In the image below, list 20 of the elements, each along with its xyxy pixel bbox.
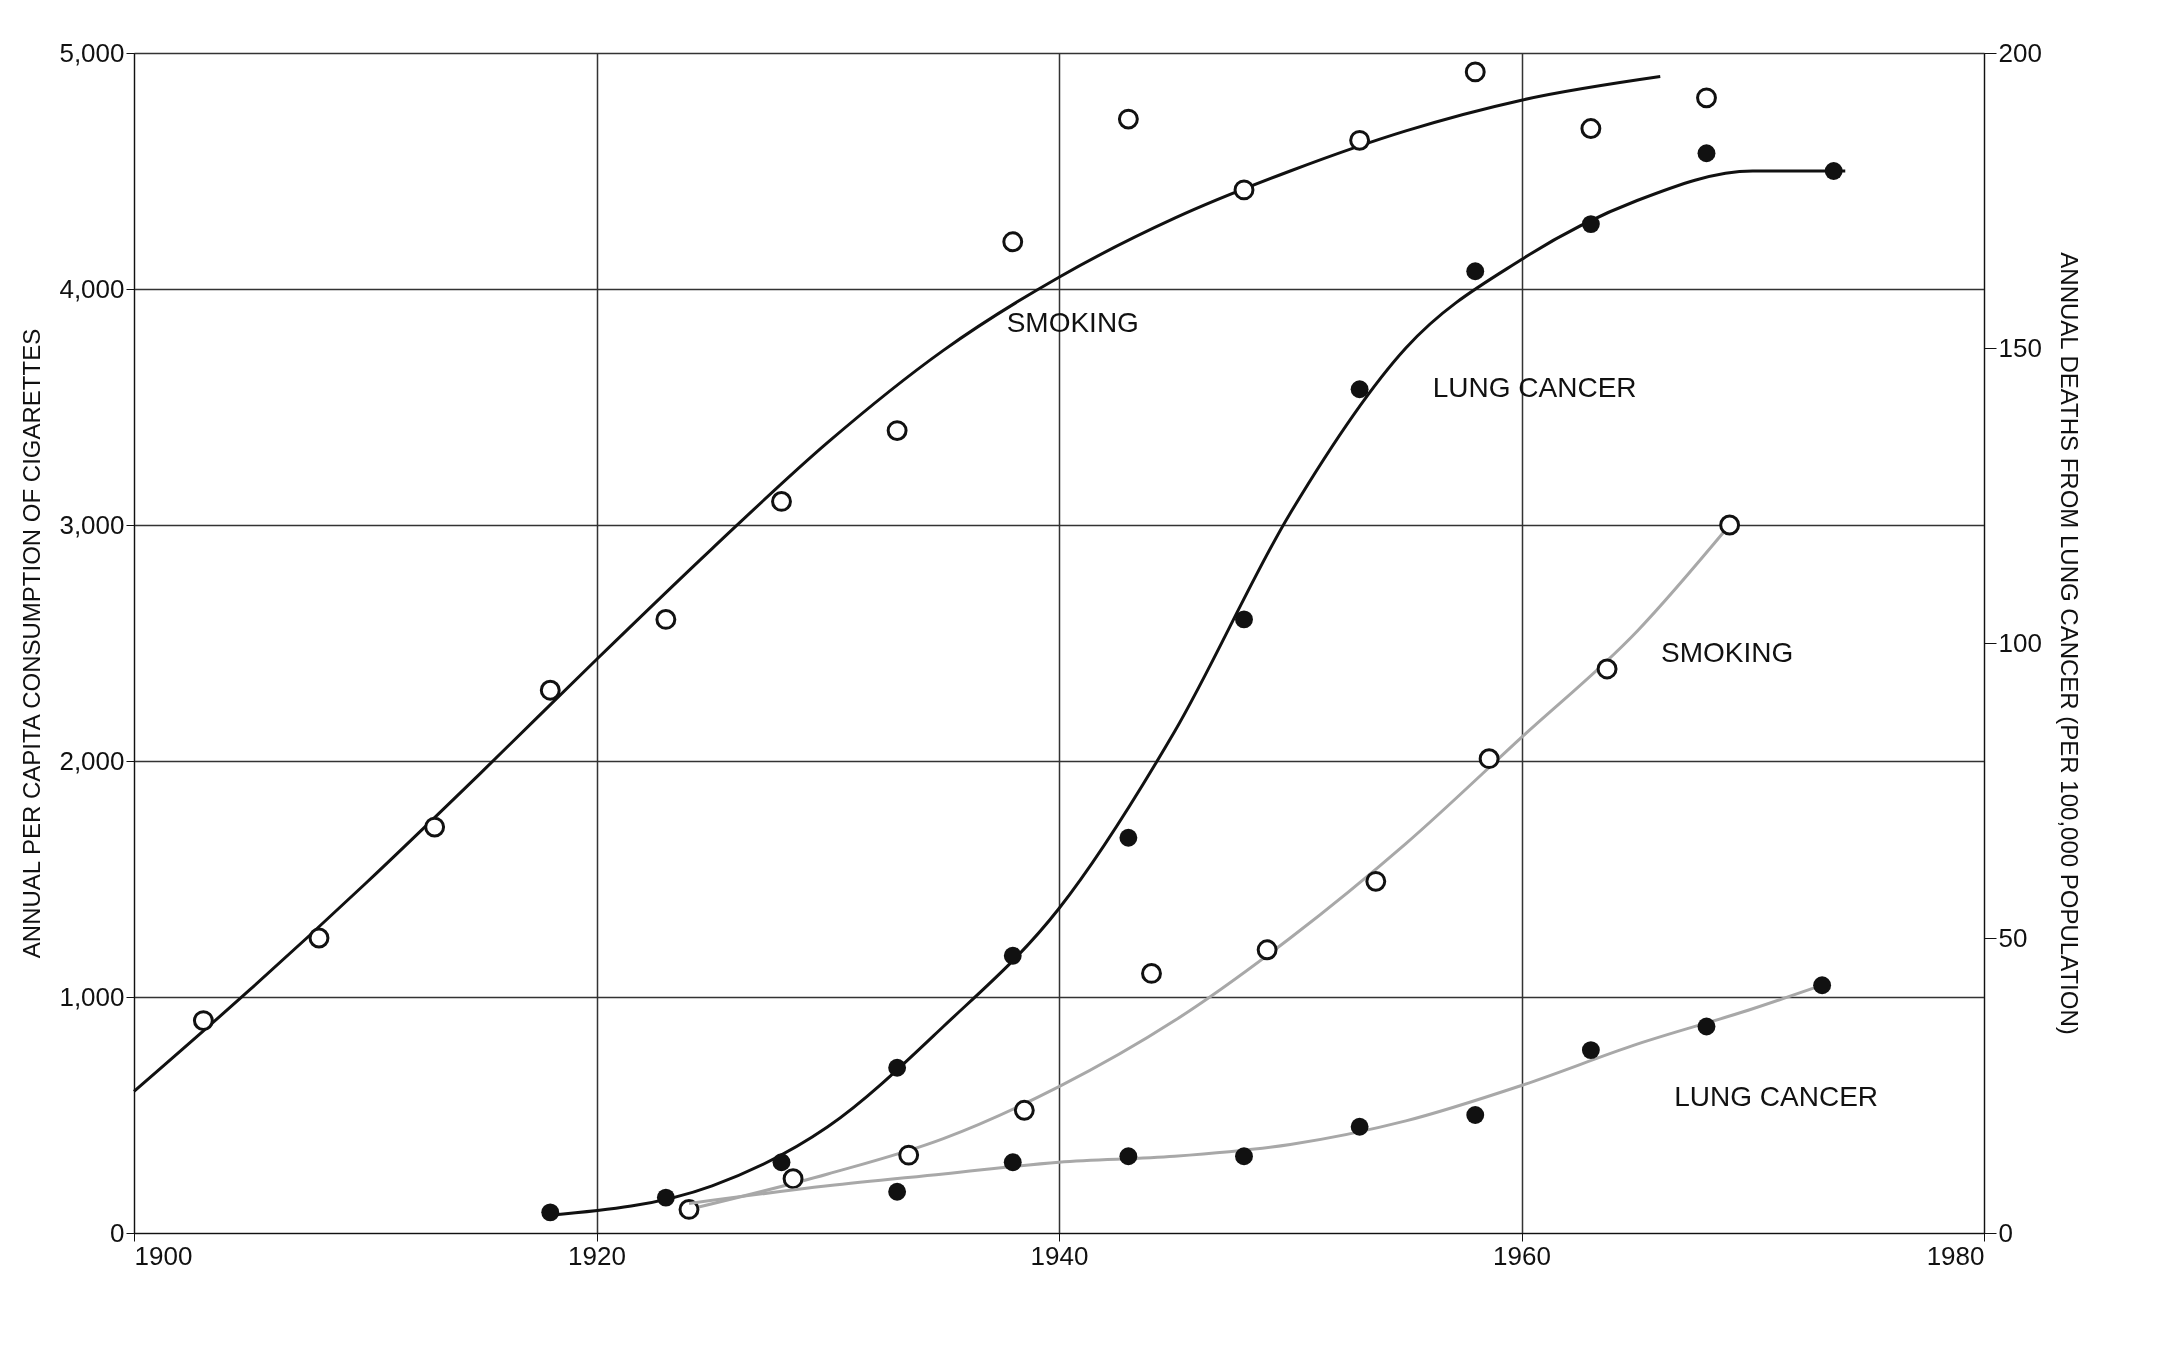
- x-tick-label: 1980: [1926, 1240, 1985, 1271]
- y-tick-label: 5,000: [59, 37, 125, 68]
- y-axis-title: ANNUAL PER CAPITA CONSUMPTION OF CIGARETTES: [18, 328, 46, 959]
- y2-tick-label: 50: [1998, 922, 2028, 953]
- y2-tick-label: 0: [1998, 1217, 2013, 1248]
- series-label: SMOKING: [1660, 636, 1794, 668]
- series-label: LUNG CANCER: [1674, 1081, 1879, 1113]
- x-tick-label: 1960: [1493, 1240, 1551, 1271]
- x-tick-label: 1940: [1030, 1240, 1089, 1271]
- y-tick-label: 0: [110, 1217, 125, 1248]
- y-tick-label: 1,000: [59, 981, 125, 1012]
- y2-axis-title: ANNUAL DEATHS FROM LUNG CANCER (PER 100,000 POPULATION): [2055, 252, 2083, 1035]
- x-tick-label: 1920: [568, 1240, 626, 1271]
- y-tick-label: 2,000: [59, 745, 125, 776]
- y2-tick-label: 150: [1998, 332, 2042, 363]
- y-tick-label: 4,000: [59, 273, 125, 304]
- y-tick-label: 3,000: [59, 509, 125, 540]
- x-tick-label: 1900: [134, 1240, 193, 1271]
- y2-tick-label: 100: [1998, 627, 2042, 658]
- y2-tick-label: 200: [1998, 37, 2042, 68]
